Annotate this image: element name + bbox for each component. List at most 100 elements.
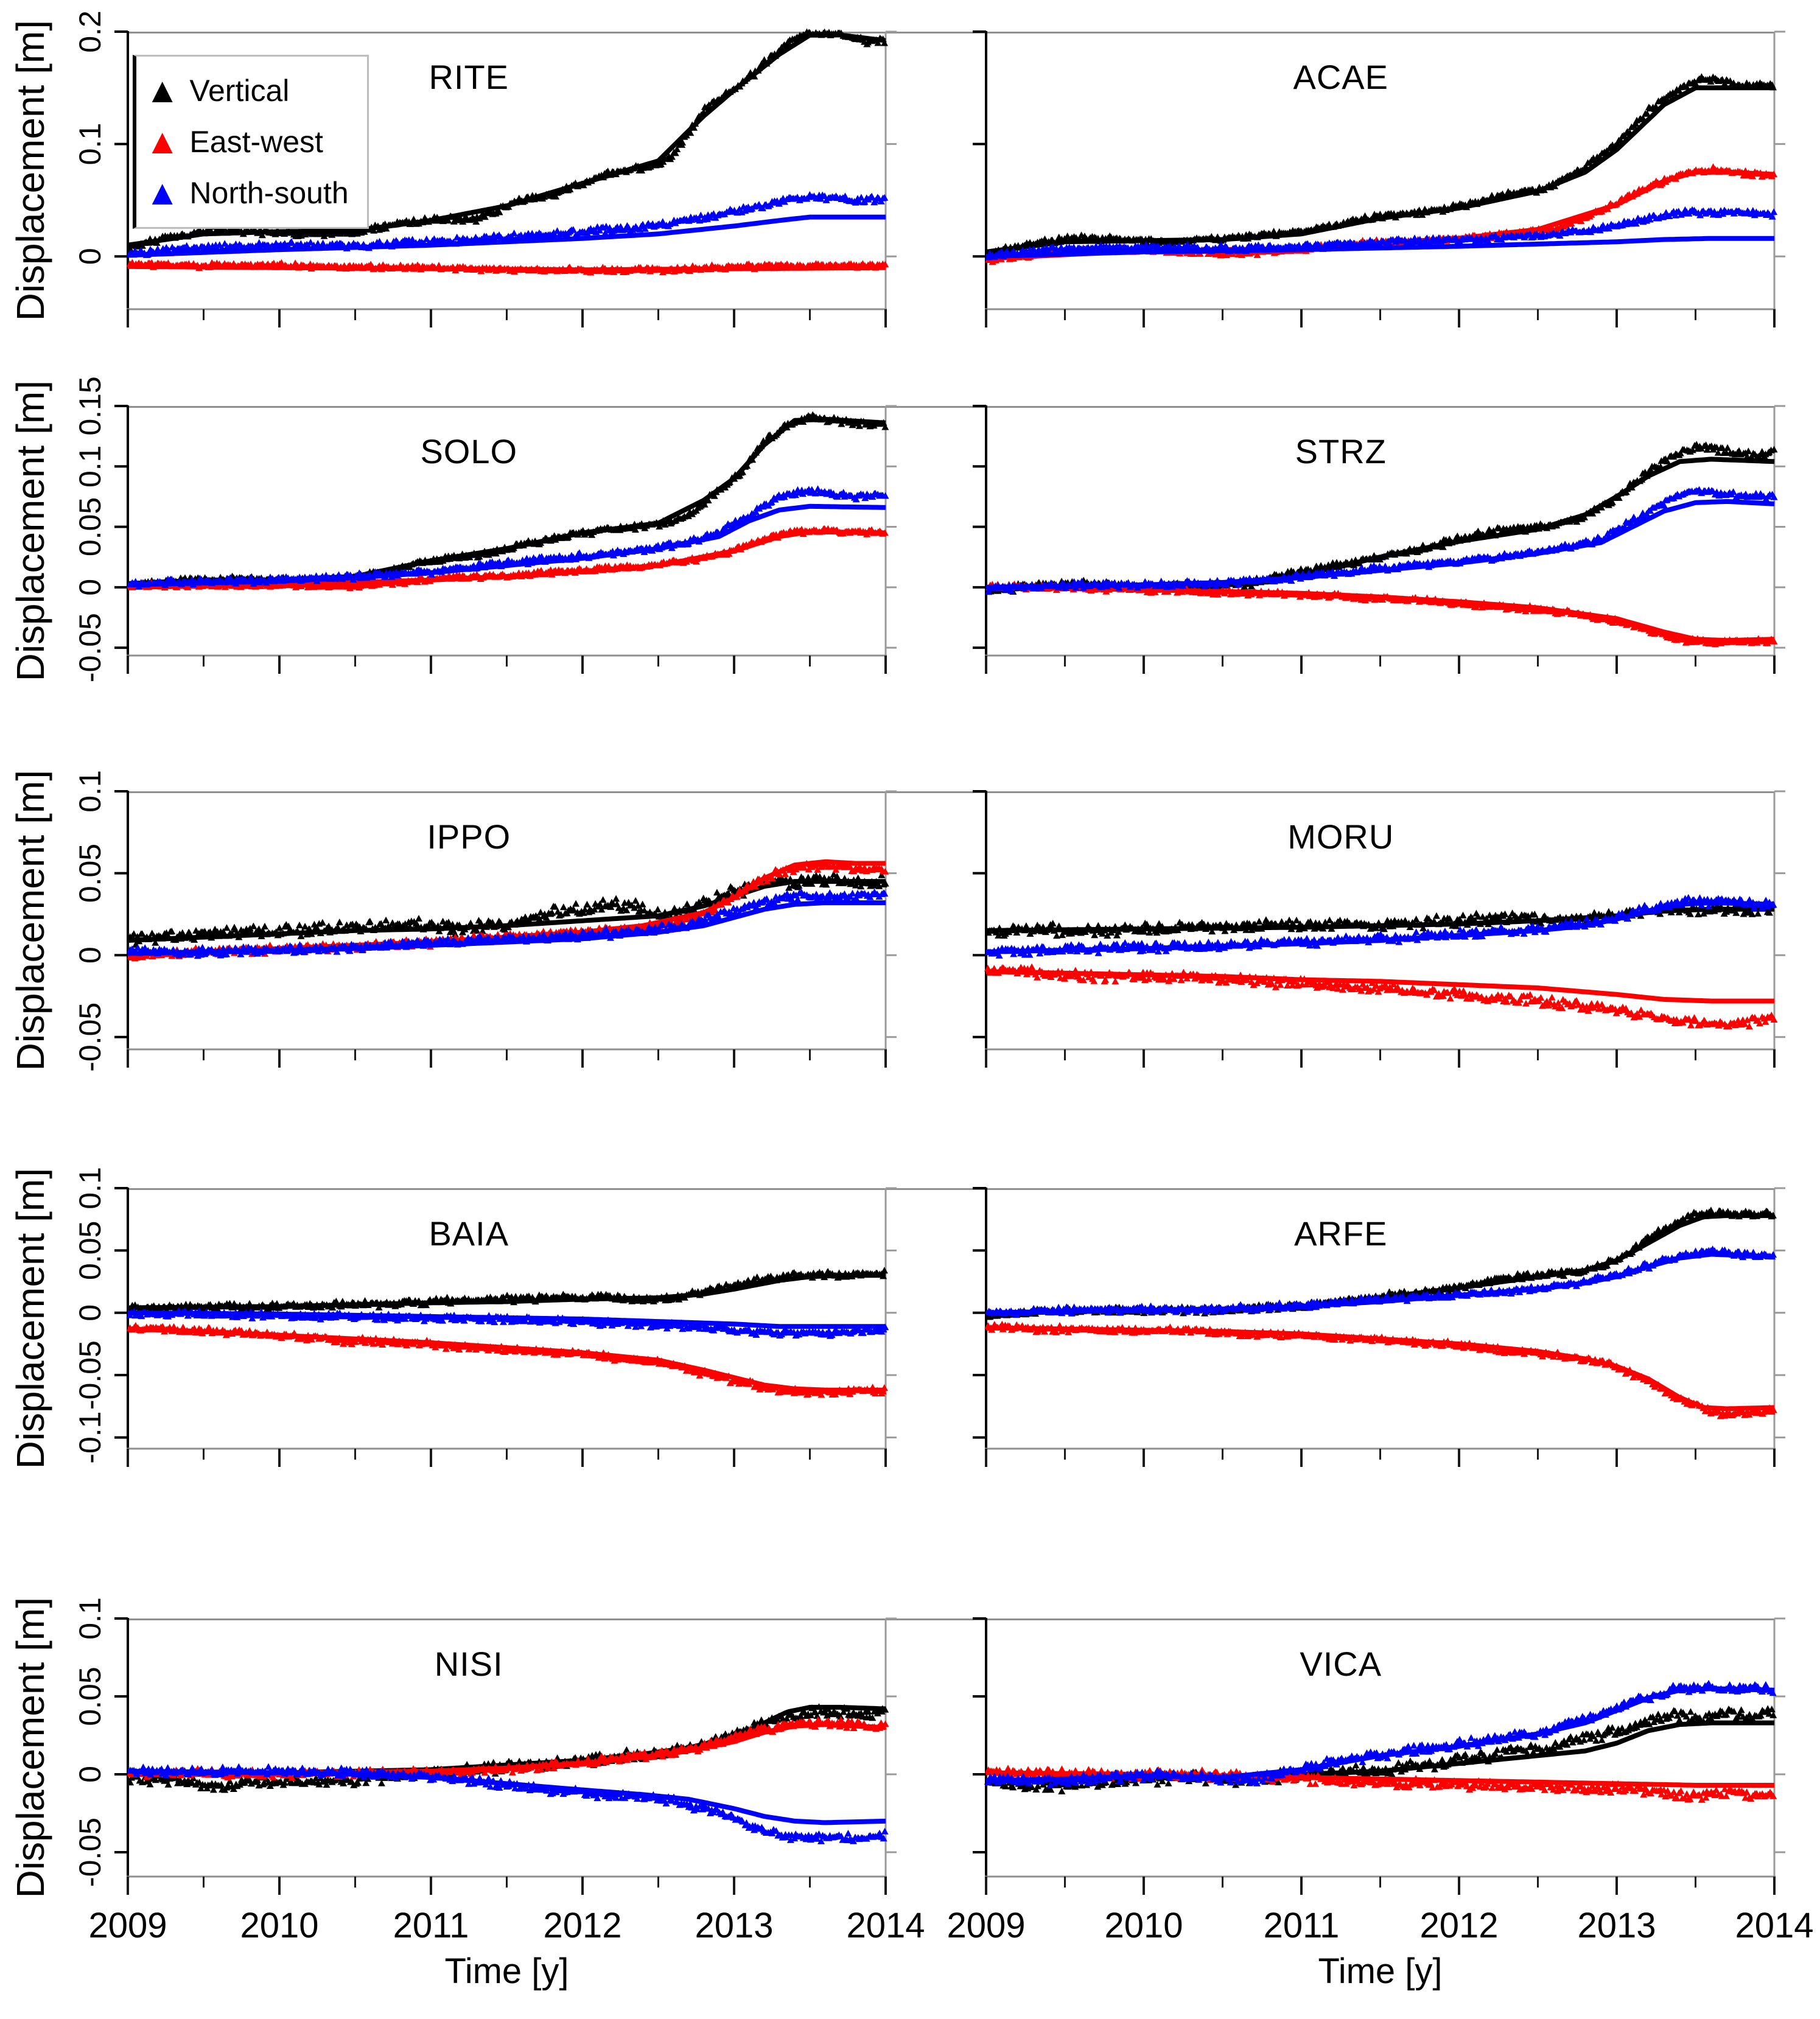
axes: -0.05 0 0.05 0.1 (73, 770, 897, 1072)
x-tick-label: 2011 (393, 1906, 469, 1945)
scatter-vertical (127, 1267, 888, 1314)
series-north-south (126, 191, 889, 258)
subplot-moru: MORU (973, 790, 1785, 1068)
y-axis-label-row1: Displacement [m] (1, 0, 60, 347)
model-line-north-south (985, 236, 1774, 259)
y-tick-label: 0.2 (73, 10, 107, 53)
subplot-acae: ACAE (973, 30, 1785, 327)
chart-rite: 0 0.1 0.2 (73, 10, 897, 327)
x-tick-label: 2010 (240, 1906, 318, 1945)
model-line-vertical (128, 1273, 886, 1310)
legend: ▲ Vertical ▲ East-west ▲ North-south (133, 55, 369, 229)
axes (973, 790, 1785, 1068)
series-vertical (127, 28, 888, 252)
model-line-east-west (127, 264, 886, 273)
x-tick-label: 2013 (1577, 1906, 1656, 1945)
series-north-south (127, 485, 889, 590)
x-axis-label-left: Time [y] (444, 1951, 569, 1991)
scatter-east-west (984, 963, 1778, 1030)
scatter-north-south (985, 486, 1778, 595)
series-east-west (984, 1320, 1777, 1419)
subplot-title: RITE (429, 58, 509, 96)
triangle-marker-icon: ▲ (145, 173, 180, 212)
y-axis-label-text: Displacement [m] (9, 19, 52, 321)
series-north-south (984, 894, 1777, 959)
subplot-arfe: ARFE (973, 1187, 1785, 1467)
model-line-east-west (128, 1722, 886, 1777)
y-tick-label: 0.15 (73, 376, 107, 435)
axes: 0 0.1 0.2 (73, 10, 897, 327)
x-tick-label: 2009 (947, 1906, 1025, 1945)
model-line-north-south (985, 900, 1775, 954)
subplot-title: VICA (1300, 1645, 1382, 1683)
x-tick-label: 2009 (88, 1906, 167, 1945)
legend-item-vertical: ▲ Vertical (145, 65, 349, 116)
axes: -0.1-0.05 0 0.05 0.1 (73, 1167, 897, 1467)
y-axis-label-row4: Displacement [m] (1, 1152, 60, 1485)
scatter-north-south (126, 191, 889, 258)
chart-solo: -0.05 0 0.05 0.1 0.15 (73, 376, 897, 682)
y-tick-label: 0 (73, 248, 107, 265)
x-tick-label: 2010 (1104, 1906, 1183, 1945)
model-line-east-west (986, 1325, 1775, 1412)
y-tick-label: 0 (73, 947, 107, 964)
scatter-vertical (127, 1703, 889, 1793)
x-tick-label: 2014 (846, 1906, 925, 1945)
scatter-vertical (984, 73, 1777, 259)
x-tick-label: 2011 (1264, 1906, 1340, 1945)
triangle-marker-icon: ▲ (145, 122, 180, 161)
y-tick-label: 0.05 (73, 497, 107, 556)
y-axis-label-text: Displacement [m] (9, 380, 52, 682)
series-north-south (126, 1763, 889, 1844)
series-east-west (126, 1321, 888, 1398)
subplot-solo: -0.05 0 0.05 0.1 0.15 SOLO (73, 376, 897, 682)
y-axis-label-text: Displacement [m] (9, 1167, 52, 1469)
model-line-east-west (127, 1326, 886, 1393)
model-line-north-south (128, 1310, 886, 1329)
subplot-strz: STRZ (973, 405, 1785, 674)
y-tick-label: 0.1 (73, 123, 107, 166)
x-axis-label-right: Time [y] (1318, 1951, 1443, 1991)
model-line-north-south (127, 900, 886, 956)
legend-label: Vertical (189, 74, 290, 108)
scatter-vertical (126, 870, 889, 948)
y-axis-label-row3: Displacement [m] (1, 755, 60, 1086)
series-north-south (126, 888, 889, 959)
y-tick-label: 0 (73, 1304, 107, 1321)
series-north-south (984, 1679, 1777, 1788)
chart-vica: 2009 2010 2011 2012 2013 2014 (947, 1617, 1814, 1945)
chart-nisi: -0.05 0 0.05 0.1 2009 2010 2011 2012 2013 2014 (73, 1597, 925, 1945)
y-tick-label: 0.05 (73, 844, 107, 903)
y-tick-label: 0.05 (73, 1667, 107, 1726)
legend-label: North-south (189, 176, 349, 210)
series-vertical (127, 1703, 889, 1793)
y-tick-label: 0.1 (73, 770, 107, 813)
subplot-title: MORU (1287, 817, 1395, 856)
chart-arfe (973, 1187, 1785, 1467)
y-tick-label: -0.05 (73, 1340, 107, 1410)
chart-ippo: -0.05 0 0.05 0.1 (73, 770, 897, 1072)
subplot-ippo: -0.05 0 0.05 0.1 IPPO (73, 770, 897, 1072)
subplot-title: STRZ (1295, 432, 1387, 471)
series-north-south (984, 206, 1778, 261)
y-tick-label: 0.1 (73, 1167, 107, 1209)
axes: -0.05 0 0.05 0.1 2009 2010 2011 2012 2013 2014 (73, 1597, 925, 1945)
y-axis-label-row2: Displacement [m] (1, 369, 60, 692)
y-tick-label: 0 (73, 579, 107, 596)
row-topline (128, 32, 1775, 33)
model-line-north-south (985, 1686, 1775, 1783)
series-east-west (984, 963, 1778, 1030)
row-topline (128, 1618, 1775, 1620)
legend-item-north-south: ▲ North-south (145, 167, 349, 219)
y-tick-label: 0 (73, 1766, 107, 1783)
chart-strz (973, 405, 1785, 674)
chart-moru (973, 790, 1785, 1068)
subplot-rite: 0 0.1 0.2 RITE ▲ Vertical ▲ East-west ▲ No… (73, 10, 897, 327)
series-east-west (126, 259, 889, 276)
axes (973, 405, 1785, 674)
model-line-vertical (127, 879, 886, 943)
subplot-title: BAIA (429, 1214, 509, 1253)
axes (973, 1187, 1785, 1467)
x-tick-label: 2012 (543, 1906, 621, 1945)
